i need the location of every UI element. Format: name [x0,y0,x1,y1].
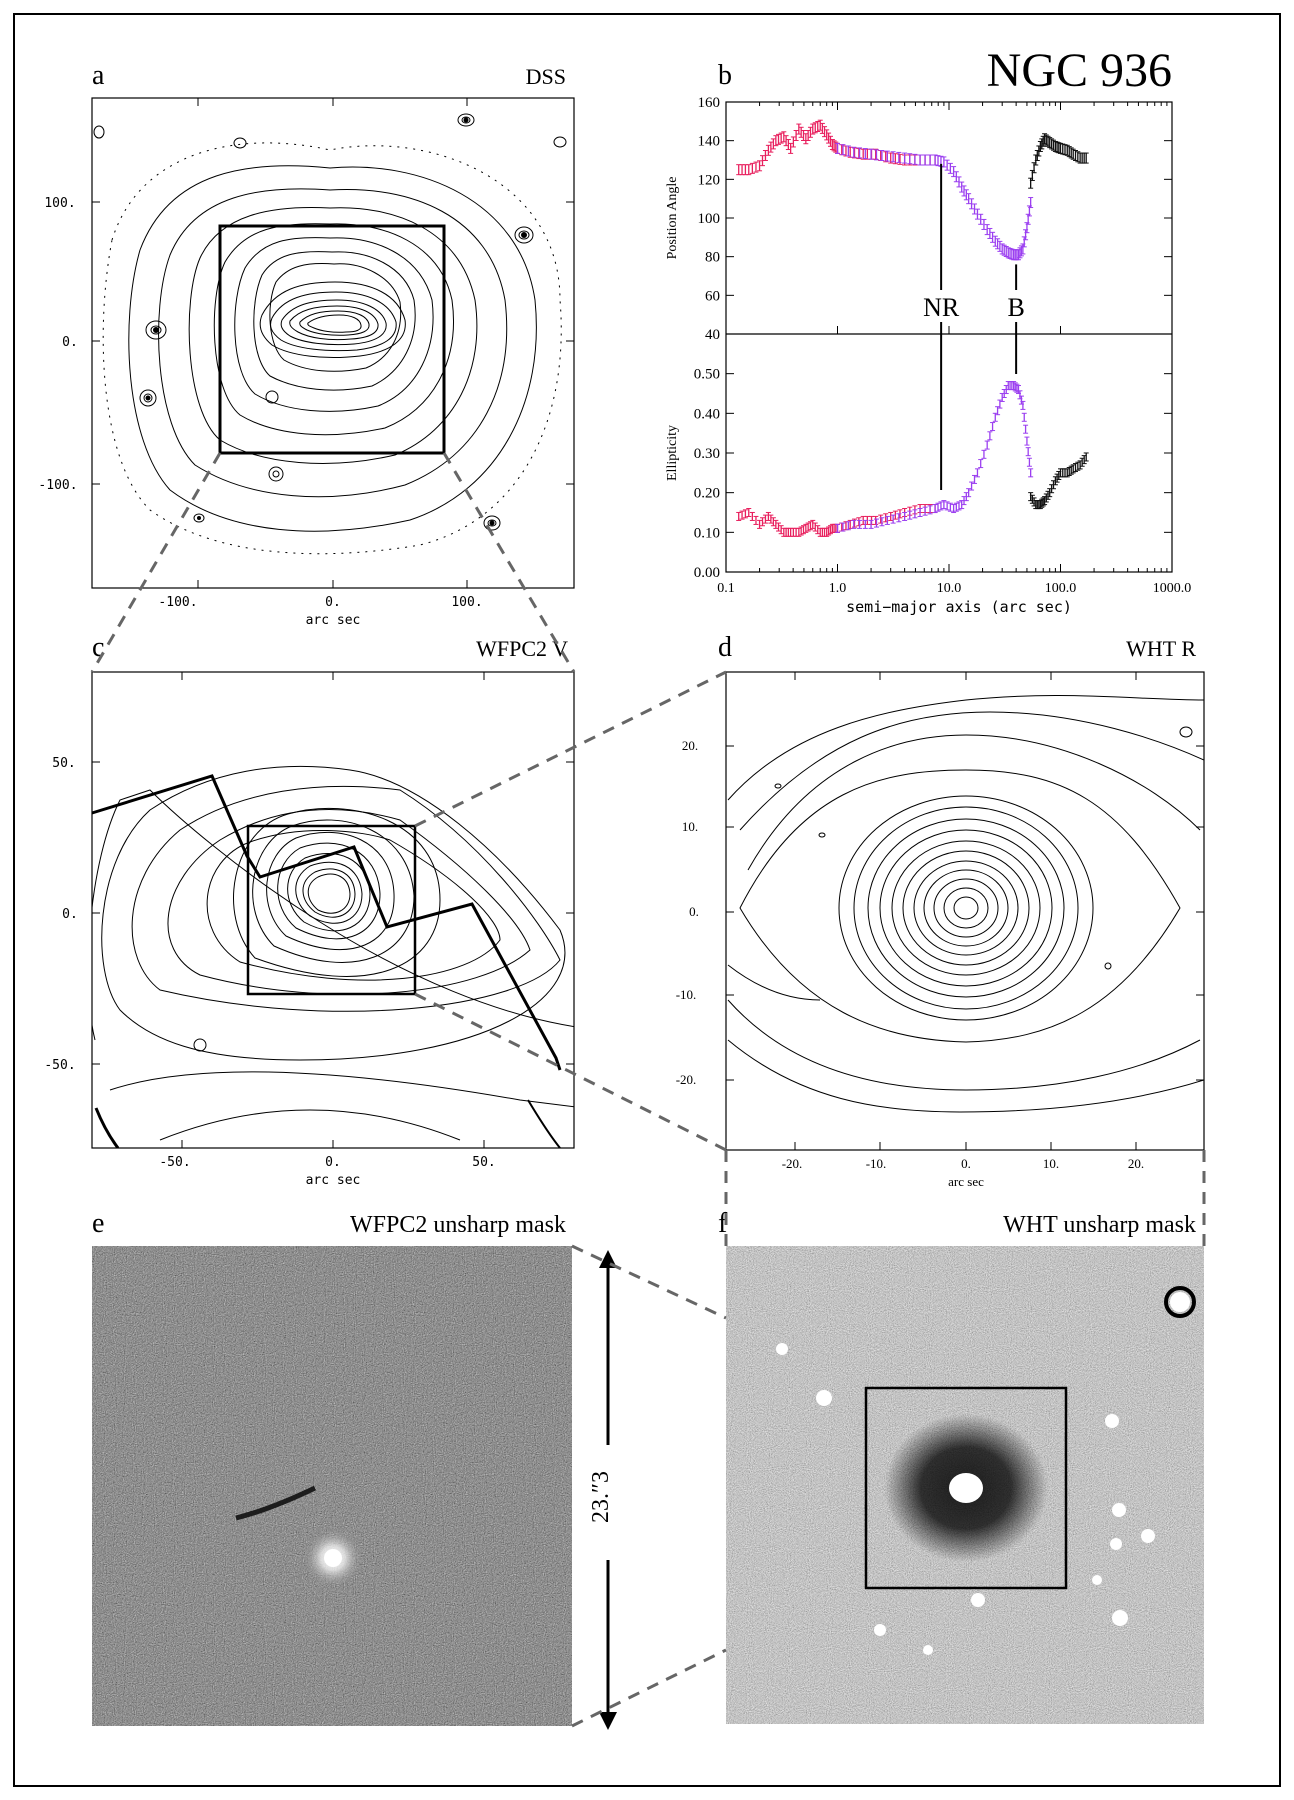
d-ytick-2: 0. [689,904,699,919]
panel-a: -100. 0. 100. arc sec 100. 0. -100. a DS… [38,60,575,628]
panel-d-ticks [726,672,1204,1150]
d-ytick-3: -10. [676,987,697,1002]
panel-f-label: WHT unsharp mask [1003,1212,1196,1238]
wht-nucleus [949,1473,983,1503]
wht-stars [776,1292,1190,1655]
wfpc2-zoom-box [246,824,417,996]
c-ytick-2: -50. [44,1058,75,1073]
a-xlabel: arc sec [306,613,361,628]
wfpc2-chip-edge [91,774,562,1071]
dss-stars [145,117,527,526]
panel-e: e WFPC2 unsharp mask [92,1208,572,1726]
a-xtick-0: -100. [158,595,197,610]
panel-d-letter: d [718,632,732,663]
d-xtick-0: -20. [782,1156,803,1171]
y-axis-label-0: Position Angle [665,177,680,260]
a-xtick-1: 0. [325,595,341,610]
scale-bar: 23.″3 [588,1250,617,1730]
marker-label-b: B [1007,293,1024,322]
panel-d: -20. -10. 0. 10. 20. arc sec 20. 10. 0. … [676,632,1205,1189]
panel-a-tick-labels: -100. 0. 100. arc sec 100. 0. -100. [38,196,482,628]
y-axis-label-1: Ellipticity [665,425,680,481]
d-xtick-2: 0. [961,1156,971,1171]
panel-b-letter: b [718,60,732,91]
d-ytick-4: -20. [676,1072,697,1087]
c-ytick-0: 50. [52,756,75,771]
x-tick-label: 10.0 [937,581,962,596]
y-tick-label: 160 [698,95,721,111]
d-xlabel: arc sec [948,1174,984,1189]
y-tick-label: 0.40 [694,406,720,422]
x-tick-label: 1000.0 [1153,581,1192,596]
wht-contours [727,695,1204,1113]
x-tick-label: 0.1 [717,581,735,596]
panel-c: -50. 0. 50. arc sec 50. 0. -50. c WFPC2 … [44,632,575,1188]
c-ytick-1: 0. [62,907,78,922]
panel-d-label: WHT R [1126,636,1196,661]
wht-zoom-box [864,1386,1068,1590]
y-tick-label: 100 [698,211,721,227]
panel-a-ticks [92,98,574,588]
d-ytick-0: 20. [682,738,698,753]
panel-e-label: WFPC2 unsharp mask [350,1212,566,1238]
panel-a-label: DSS [526,64,566,89]
d-xtick-4: 20. [1128,1156,1144,1171]
panel-b: b NGC 936 0.1 1.0 10.0 100.0 1000.0 semi−majo… [665,44,1191,616]
panel-f-letter: f [718,1208,728,1239]
d-xtick-1: -10. [866,1156,887,1171]
c-xtick-1: 0. [325,1155,341,1170]
y-tick-label: 80 [705,250,720,266]
a-ytick-0: 100. [44,196,75,211]
y-tick-label: 40 [705,327,720,343]
panel-a-letter: a [92,60,105,91]
wfpc2-dust-lane [235,1485,317,1521]
y-tick-label: 0.50 [694,367,720,383]
wfpc2-nucleus [324,1549,342,1567]
y-tick-label: 60 [705,288,720,304]
figure-title: NGC 936 [987,44,1172,97]
y-tick-label: 140 [698,134,721,150]
y-tick-label: 0.30 [694,446,720,462]
y-tick-label: 0.20 [694,486,720,502]
a-ytick-2: -100. [38,478,77,493]
panel-f: f WHT unsharp mask [718,1208,1204,1724]
y-tick-label: 0.00 [694,565,720,581]
dss-contours [93,113,567,555]
x-tick-label: 100.0 [1045,581,1077,596]
panel-e-letter: e [92,1208,104,1239]
x-axis-label: semi−major axis (arc sec) [846,598,1072,616]
panel-d-tick-labels: -20. -10. 0. 10. 20. arc sec 20. 10. 0. … [676,738,1144,1189]
c-xtick-2: 50. [472,1155,495,1170]
profile-chart: 0.1 1.0 10.0 100.0 1000.0 semi−major axis (ar… [665,95,1191,616]
a-ytick-1: 0. [62,335,78,350]
y-tick-label: 0.10 [694,525,720,541]
panel-c-letter: c [92,632,104,663]
marker-label-nr: NR [923,293,960,322]
panel-c-tick-labels: -50. 0. 50. arc sec 50. 0. -50. [44,756,495,1188]
c-xlabel: arc sec [306,1173,361,1188]
dss-zoom-box [218,224,446,455]
d-ytick-1: 10. [682,819,698,834]
scale-label: 23.″3 [588,1471,614,1523]
zoom-connectors [90,452,1206,1728]
wfpc2-noise [92,1246,572,1726]
a-xtick-2: 100. [451,595,482,610]
panel-c-ticks [92,672,574,1148]
x-tick-label: 1.0 [829,581,847,596]
d-xtick-3: 10. [1043,1156,1059,1171]
panel-c-label: WFPC2 V [476,636,568,661]
c-xtick-0: -50. [159,1155,190,1170]
y-tick-label: 120 [698,172,721,188]
